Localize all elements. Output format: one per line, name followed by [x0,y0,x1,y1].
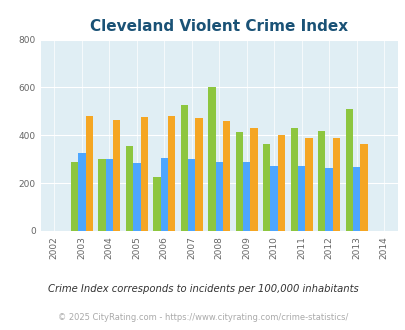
Bar [70,162,78,231]
Bar [250,128,257,231]
Bar [317,131,325,231]
Bar [160,158,168,231]
Bar [140,117,147,231]
Bar [352,167,360,231]
Bar [360,144,367,231]
Bar [325,168,332,231]
Bar [153,177,160,231]
Bar [85,116,93,231]
Title: Cleveland Violent Crime Index: Cleveland Violent Crime Index [90,19,347,34]
Bar [297,166,305,231]
Bar [277,135,285,231]
Bar [345,109,352,231]
Bar [235,132,243,231]
Bar [113,120,120,231]
Bar [188,159,195,231]
Bar [262,144,270,231]
Bar [305,138,312,231]
Bar [270,166,277,231]
Bar [332,138,339,231]
Bar [98,159,105,231]
Bar [105,159,113,231]
Bar [78,153,85,231]
Bar [215,162,222,231]
Bar [126,146,133,231]
Bar [208,87,215,231]
Bar [133,163,140,231]
Bar [243,162,250,231]
Text: © 2025 CityRating.com - https://www.cityrating.com/crime-statistics/: © 2025 CityRating.com - https://www.city… [58,313,347,322]
Bar [195,118,202,231]
Bar [290,128,297,231]
Bar [180,105,188,231]
Bar [168,116,175,231]
Text: Crime Index corresponds to incidents per 100,000 inhabitants: Crime Index corresponds to incidents per… [47,284,358,294]
Bar [222,121,230,231]
